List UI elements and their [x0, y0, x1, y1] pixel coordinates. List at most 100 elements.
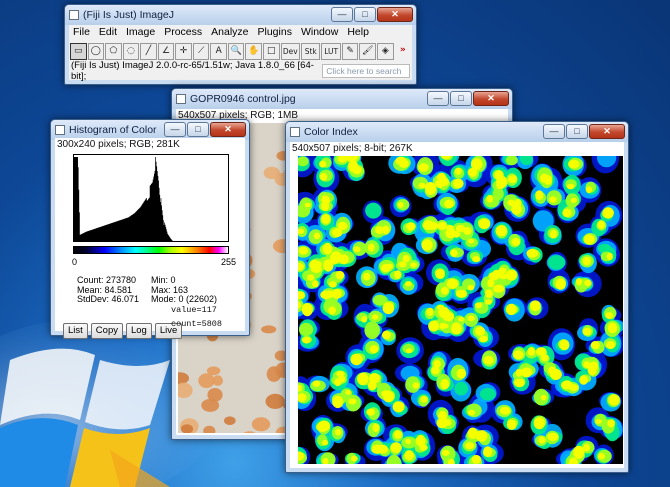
heat-blob	[511, 203, 522, 215]
heat-blob	[479, 335, 489, 343]
polygon-tool-icon[interactable]: ⬠	[105, 42, 122, 60]
close-button[interactable]: ✕	[377, 7, 413, 22]
heat-blob	[590, 341, 600, 350]
menu-process[interactable]: Process	[164, 26, 203, 38]
histogram-plot[interactable]	[73, 154, 229, 242]
maximize-button[interactable]: □	[450, 91, 472, 106]
brush-tool-icon[interactable]: 🖌	[359, 42, 377, 60]
heat-blob	[298, 451, 305, 461]
close-button[interactable]: ✕	[210, 122, 246, 137]
menu-image[interactable]: Image	[126, 26, 156, 38]
heat-blob	[322, 196, 331, 205]
heat-blob	[474, 326, 486, 336]
line-tool-icon[interactable]: ╱	[140, 42, 157, 60]
heat-blob	[569, 384, 579, 392]
heat-blob	[465, 442, 475, 450]
rectangle-tool-icon[interactable]: ▭	[70, 42, 87, 60]
wand-tool-icon[interactable]: ⟋	[192, 42, 210, 60]
heat-blob	[608, 394, 620, 406]
histogram-info: 300x240 pixels; RGB; 281K	[57, 139, 180, 150]
histogram-titlebar[interactable]: Histogram of Color — □ ✕	[51, 120, 249, 140]
imagej-titlebar[interactable]: (Fiji Is Just) ImageJ — □ ✕	[65, 5, 416, 25]
dev-menu-tool[interactable]: Dev	[280, 42, 301, 60]
gopr-titlebar[interactable]: GOPR0946 control.jpg — □ ✕	[172, 89, 512, 109]
heat-blob	[535, 190, 544, 200]
log-button[interactable]: Log	[125, 323, 152, 339]
heat-blob	[467, 315, 475, 322]
heat-blob	[345, 389, 352, 395]
maximize-button[interactable]: □	[187, 122, 209, 137]
heat-blob	[538, 436, 546, 444]
heat-blob	[349, 156, 358, 160]
color-index-titlebar[interactable]: Color Index — □ ✕	[286, 122, 628, 142]
maximize-button[interactable]: □	[566, 124, 588, 139]
search-field[interactable]: Click here to search	[322, 64, 410, 78]
heat-blob	[595, 419, 602, 424]
heat-blob	[372, 423, 380, 433]
freehand-tool-icon[interactable]: ◌	[122, 42, 140, 60]
heat-blob	[555, 278, 566, 290]
heat-blob	[347, 160, 359, 172]
tool-bar: ▭ ◯ ⬠ ◌ ╱ ∠ ✛ ⟋ A 🔍 ✋ □ Dev Stk LUT ✎ 🖌 ◈ »	[69, 40, 412, 62]
maximize-button[interactable]: □	[354, 7, 376, 22]
heat-blob	[479, 387, 496, 401]
point-tool-icon[interactable]: ✛	[175, 42, 192, 60]
minimize-button[interactable]: —	[427, 91, 449, 106]
copy-button[interactable]: Copy	[90, 323, 123, 339]
heat-blob	[435, 269, 445, 280]
menu-help[interactable]: Help	[347, 26, 369, 38]
color-picker-tool-icon[interactable]: □	[263, 42, 280, 60]
stk-menu-tool[interactable]: Stk	[301, 42, 321, 60]
lut-menu-tool[interactable]: LUT	[321, 42, 341, 60]
seed	[266, 366, 282, 382]
menu-edit[interactable]: Edit	[98, 26, 118, 38]
list-button[interactable]: List	[63, 323, 88, 339]
heat-blob	[568, 457, 579, 464]
heat-blob	[319, 173, 328, 181]
menu-plugins[interactable]: Plugins	[257, 26, 292, 38]
heat-blob	[322, 242, 333, 255]
flood-fill-tool-icon[interactable]: ◈	[377, 42, 394, 60]
seed	[206, 366, 221, 376]
heat-blob	[605, 312, 614, 319]
heat-blob	[302, 336, 311, 344]
heat-blob	[583, 361, 591, 369]
text-tool-icon[interactable]: A	[210, 42, 227, 60]
close-button[interactable]: ✕	[473, 91, 509, 106]
heat-blob	[583, 443, 591, 452]
magnifier-tool-icon[interactable]: 🔍	[227, 42, 245, 60]
oval-tool-icon[interactable]: ◯	[87, 42, 105, 60]
heat-blob	[337, 221, 348, 231]
minimize-button[interactable]: —	[543, 124, 565, 139]
color-index-image[interactable]	[298, 156, 623, 464]
pencil-tool-icon[interactable]: ✎	[341, 42, 359, 60]
menu-window[interactable]: Window	[300, 26, 339, 38]
angle-tool-icon[interactable]: ∠	[157, 42, 175, 60]
more-tools-icon[interactable]: »	[399, 44, 406, 55]
menu-file[interactable]: File	[73, 26, 90, 38]
close-button[interactable]: ✕	[589, 124, 625, 139]
heat-blob	[369, 373, 380, 384]
heat-blob	[415, 434, 426, 447]
minimize-button[interactable]: —	[164, 122, 186, 137]
minimize-button[interactable]: —	[331, 7, 353, 22]
heat-blob	[331, 228, 343, 238]
heat-blob	[493, 284, 505, 293]
heat-blob	[322, 439, 329, 446]
seed	[178, 372, 189, 385]
heat-blob	[483, 446, 493, 458]
heat-blob	[335, 270, 345, 280]
seed	[265, 393, 285, 409]
menu-bar: File Edit Image Process Analyze Plugins Window…	[69, 25, 412, 40]
live-button[interactable]: Live	[154, 323, 183, 339]
heat-blob	[304, 202, 311, 208]
stat-stddev: StdDev: 46.071	[77, 294, 140, 304]
heat-blob	[298, 204, 311, 218]
heat-blob	[438, 410, 448, 422]
heat-blob	[499, 273, 508, 280]
heat-blob	[597, 220, 605, 230]
hand-tool-icon[interactable]: ✋	[245, 42, 263, 60]
stat-min: Min: 0	[151, 275, 176, 285]
menu-analyze[interactable]: Analyze	[211, 26, 249, 38]
heat-blob	[442, 312, 455, 322]
